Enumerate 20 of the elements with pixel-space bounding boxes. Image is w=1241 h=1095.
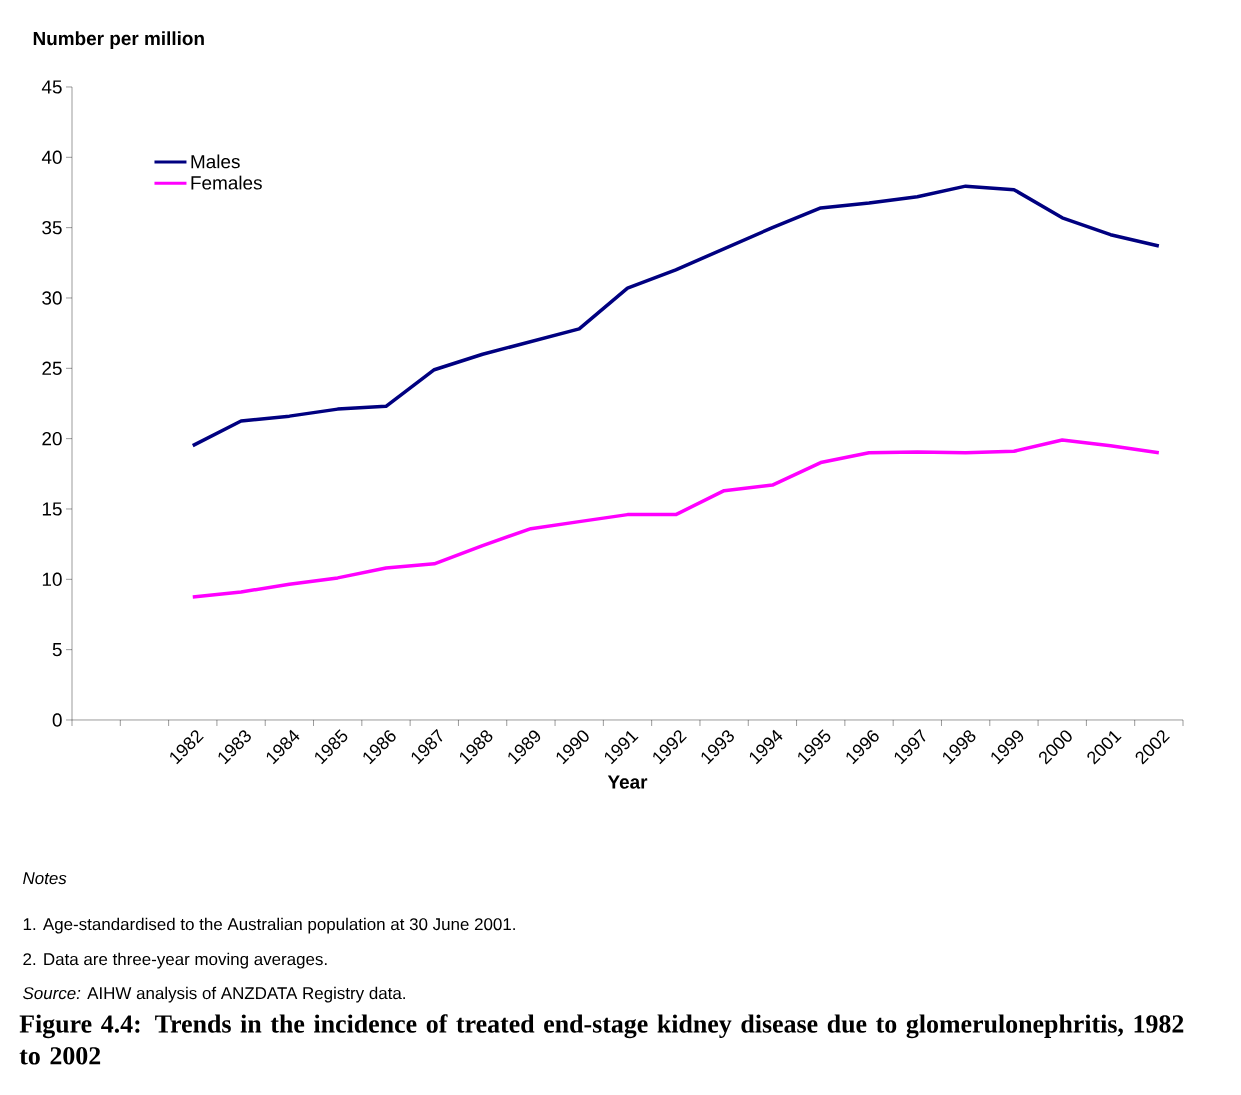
line-series: [191, 438, 1161, 599]
y-tick-label: 40: [41, 150, 62, 165]
legend-label: Females: [191, 175, 262, 190]
text: Figure 4.4: Trends in the incidence of treated end-stage kidney disease due to glomerulonephritis, 1982 to 2002: [19, 1014, 1184, 1065]
x-axis-title: Year: [607, 775, 648, 789]
legend-label: Males: [191, 154, 240, 169]
y-tick-label: 15: [42, 502, 62, 516]
y-tick-label: 20: [42, 431, 62, 446]
y-axis-title: Number per million: [33, 31, 204, 49]
y-tick-label: 30: [42, 291, 62, 305]
y-tick-label: 10: [42, 572, 62, 587]
text: Source: AIHW analysis of ANZDATA Registry data.: [23, 986, 405, 1003]
y-tick-label: 5: [52, 643, 62, 657]
text: Notes: [23, 872, 67, 885]
text: 1. Age-standardised to the Australian population at 30 June 2001.: [23, 917, 515, 934]
y-tick-label: 25: [42, 361, 62, 376]
y-tick-label: 35: [42, 220, 62, 235]
y-tick-label: 45: [41, 80, 62, 94]
y-tick-label: 0: [52, 713, 62, 727]
text: 2. Data are three-year moving averages.: [23, 952, 327, 969]
